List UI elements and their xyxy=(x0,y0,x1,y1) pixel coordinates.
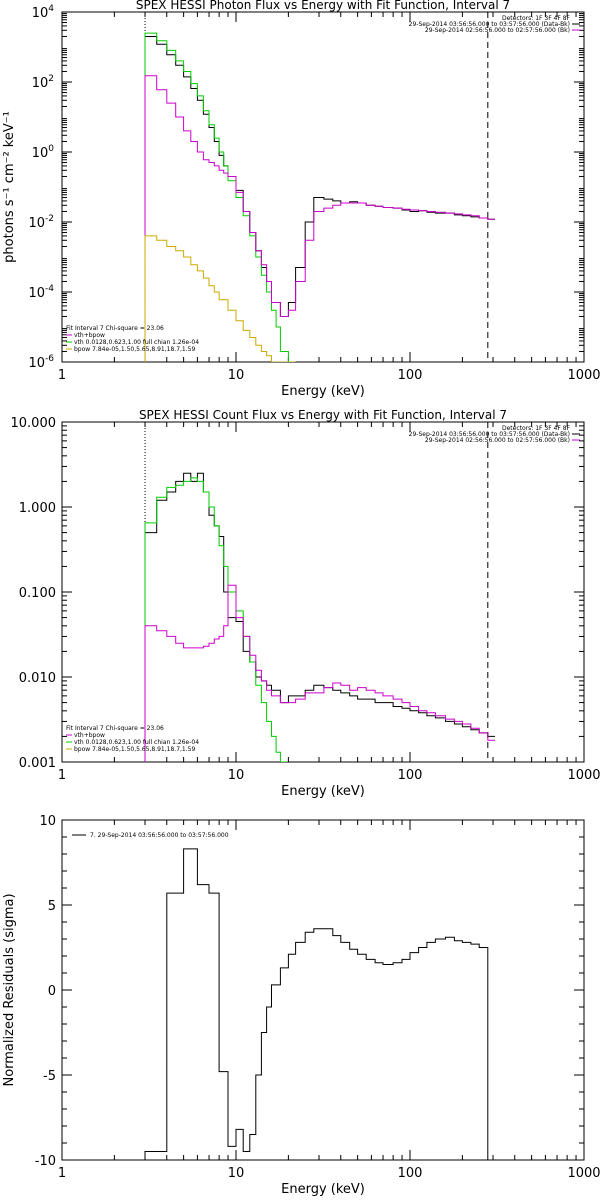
y-tick-mantissa: 10 xyxy=(28,216,45,231)
y-tick-label: -5 xyxy=(43,1069,56,1084)
y-tick-exponent: -6 xyxy=(45,354,54,364)
fit-text-line: bpow 7.84e-05,1.50,5.65,8.91,18.7,1.59 xyxy=(74,746,195,753)
y-tick-mantissa: 10 xyxy=(32,146,49,161)
y-axis-label-2: Normalized Residuals (sigma) xyxy=(2,893,17,1086)
fit-text-line: Fit Interval 7 Chi-square = 23.06 xyxy=(66,325,164,332)
x-axis-label-2: Energy (keV) xyxy=(281,1182,365,1197)
x-tick-label: 10 xyxy=(228,368,245,383)
fit-text-line: vth 0.0128,0.623,1.00 full chian 1.26e-0… xyxy=(74,739,199,746)
x-tick-label: 1000 xyxy=(567,1166,600,1181)
x-tick-label: 1 xyxy=(58,768,66,783)
y-tick-label: 104 xyxy=(32,4,55,21)
annotation-line: Detectors: 1F 3F 4F 8F xyxy=(502,425,571,432)
series-line-0-1 xyxy=(144,32,296,362)
y-tick-label: 102 xyxy=(32,74,54,91)
x-axis-label-1: Energy (keV) xyxy=(281,784,365,799)
y-tick-label: -10 xyxy=(35,1154,56,1169)
y-axis-label-0: photons s⁻¹ cm⁻² keV⁻¹ xyxy=(2,111,17,263)
annotation-line: 29-Sep-2014 02:56:56.000 to 02:57:56.000… xyxy=(425,437,570,444)
fit-text-line: Fit Interval 7 Chi-square = 23.06 xyxy=(66,725,164,732)
x-axis-label-0: Energy (keV) xyxy=(281,384,365,399)
y-tick-mantissa: 10 xyxy=(28,356,45,371)
series-line-1-0 xyxy=(144,472,495,762)
y-tick-label: 0 xyxy=(48,984,56,999)
y-tick-mantissa: 10 xyxy=(28,286,45,301)
annotation-line: 29-Sep-2014 03:56:56.000 to 03:57:56.000… xyxy=(409,21,570,28)
y-tick-exponent: 4 xyxy=(48,4,54,14)
y-tick-label: 5 xyxy=(48,899,56,914)
x-tick-label: 100 xyxy=(398,1166,423,1181)
x-tick-label: 10 xyxy=(228,1166,245,1181)
y-tick-label: 0.010 xyxy=(19,671,56,686)
series-line-1-2 xyxy=(144,584,495,762)
fit-text-line: bpow 7.84e-05,1.50,5.65,8.91,18.7,1.59 xyxy=(74,346,195,353)
y-tick-label: 1.000 xyxy=(19,501,56,516)
x-tick-label: 1000 xyxy=(567,768,600,783)
y-tick-label: 10 xyxy=(39,814,56,829)
series-group-1 xyxy=(144,472,495,762)
series-line-2-0 xyxy=(144,848,495,1160)
x-tick-label: 1 xyxy=(58,1166,66,1181)
x-tick-label: 100 xyxy=(398,368,423,383)
y-tick-label: 10-6 xyxy=(28,354,54,371)
plot-frame-0 xyxy=(61,11,585,363)
y-tick-exponent: 0 xyxy=(48,144,54,154)
x-tick-label: 1000 xyxy=(567,368,600,383)
y-tick-mantissa: 10 xyxy=(32,6,49,21)
y-tick-label: 0.001 xyxy=(19,756,56,771)
series-line-0-2 xyxy=(144,75,495,362)
y-tick-label: 10-2 xyxy=(28,214,54,231)
series-group-0 xyxy=(144,32,495,362)
series-line-0-3 xyxy=(144,235,296,362)
x-tick-label: 1 xyxy=(58,368,66,383)
y-tick-label: 100 xyxy=(32,144,55,161)
y-tick-label: 0.100 xyxy=(19,586,56,601)
y-tick-mantissa: 10 xyxy=(32,76,49,91)
y-tick-label: 10-4 xyxy=(28,284,54,301)
y-tick-exponent: 2 xyxy=(48,74,54,84)
series-line-1-1 xyxy=(144,477,288,762)
chart-title-0: SPEX HESSI Photon Flux vs Energy with Fi… xyxy=(136,0,510,12)
y-tick-exponent: -4 xyxy=(45,284,54,294)
fit-text-line: vth 0.0128,0.623,1.00 full chian 1.26e-0… xyxy=(74,339,199,346)
chart-title-1: SPEX HESSI Count Flux vs Energy with Fit… xyxy=(139,408,507,422)
x-tick-label: 10 xyxy=(228,768,245,783)
annotation-line: 29-Sep-2014 03:56:56.000 to 03:57:56.000… xyxy=(409,431,570,438)
annotation-line: Detectors: 1F 3F 4F 8F xyxy=(502,15,571,22)
legend-entry: 7. 29-Sep-2014 03:56:56.000 to 03:57:56.… xyxy=(90,832,229,839)
y-tick-label: 10.000 xyxy=(11,416,57,431)
y-tick-exponent: -2 xyxy=(45,214,54,224)
series-group-2 xyxy=(144,848,495,1160)
annotation-line: 29-Sep-2014 02:56:56.000 to 02:57:56.000… xyxy=(425,27,570,34)
x-tick-label: 100 xyxy=(398,768,423,783)
fit-text-line: vth+bpow xyxy=(74,732,105,739)
plot-frame-2 xyxy=(61,819,585,1161)
plot-frame-1 xyxy=(61,421,585,763)
fit-text-line: vth+bpow xyxy=(74,332,105,339)
